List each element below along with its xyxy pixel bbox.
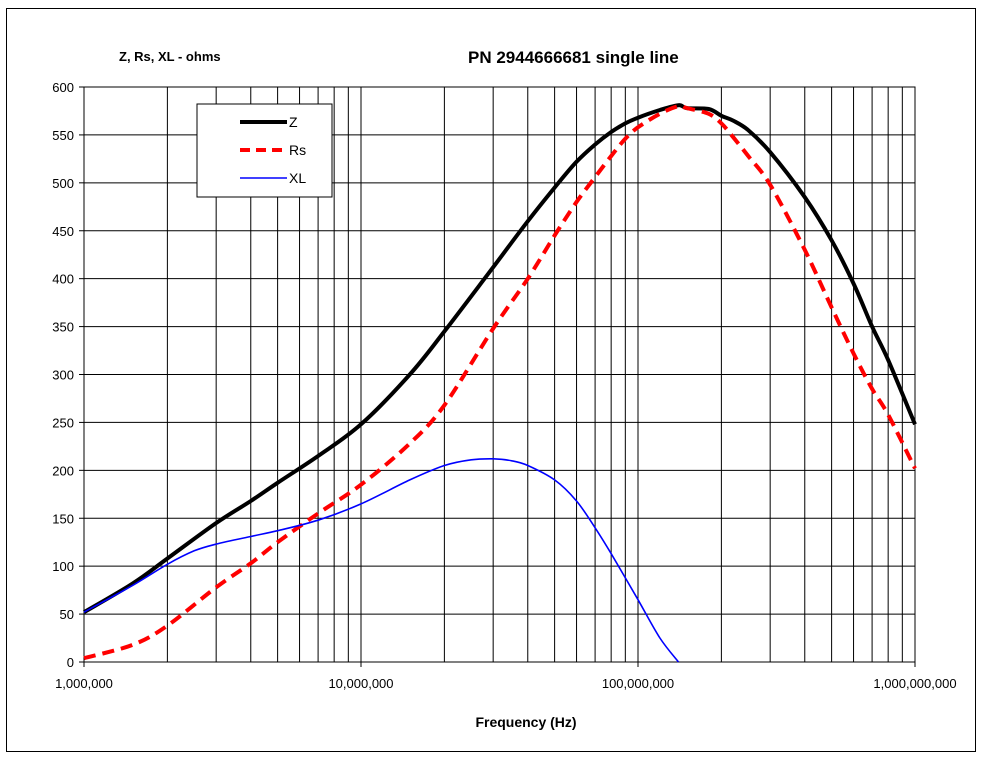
legend-label-rs: Rs <box>289 142 306 158</box>
series-line-xl <box>83 457 680 663</box>
y-tick-label: 550 <box>52 128 74 143</box>
y-tick-label: 300 <box>52 368 74 383</box>
tick-labels: 0 50 100 150 200 250 300 350 400 450 500 550 600 1,00… <box>52 80 956 691</box>
series-line-z <box>82 103 917 614</box>
y-tick-label: 0 <box>67 655 74 670</box>
y-tick-label: 100 <box>52 559 74 574</box>
y-tick-label: 450 <box>52 224 74 239</box>
line-chart: Z, Rs, XL - ohms PN 2944666681 single li… <box>52 48 956 730</box>
y-axis-label: Z, Rs, XL - ohms <box>119 49 221 64</box>
legend: Z Rs XL <box>196 103 333 198</box>
y-tick-label: 50 <box>60 607 74 622</box>
y-tick-label: 250 <box>52 415 74 430</box>
x-axis-label: Frequency (Hz) <box>475 714 576 730</box>
y-tick-label: 600 <box>52 80 74 95</box>
y-tick-label: 200 <box>52 463 74 478</box>
y-tick-label: 500 <box>52 176 74 191</box>
y-tick-label: 400 <box>52 272 74 287</box>
chart-title: PN 2944666681 single line <box>468 48 679 67</box>
x-tick-label: 1,000,000,000 <box>873 676 956 691</box>
y-tick-label: 350 <box>52 320 74 335</box>
x-tick-label: 100,000,000 <box>602 676 674 691</box>
x-tick-label: 10,000,000 <box>328 676 393 691</box>
legend-label-z: Z <box>289 114 298 130</box>
series-line-rs <box>83 103 917 661</box>
series <box>82 103 917 663</box>
legend-label-xl: XL <box>289 170 306 186</box>
chart-frame: Z, Rs, XL - ohms PN 2944666681 single li… <box>6 8 976 752</box>
x-tick-label: 1,000,000 <box>55 676 113 691</box>
y-tick-label: 150 <box>52 511 74 526</box>
